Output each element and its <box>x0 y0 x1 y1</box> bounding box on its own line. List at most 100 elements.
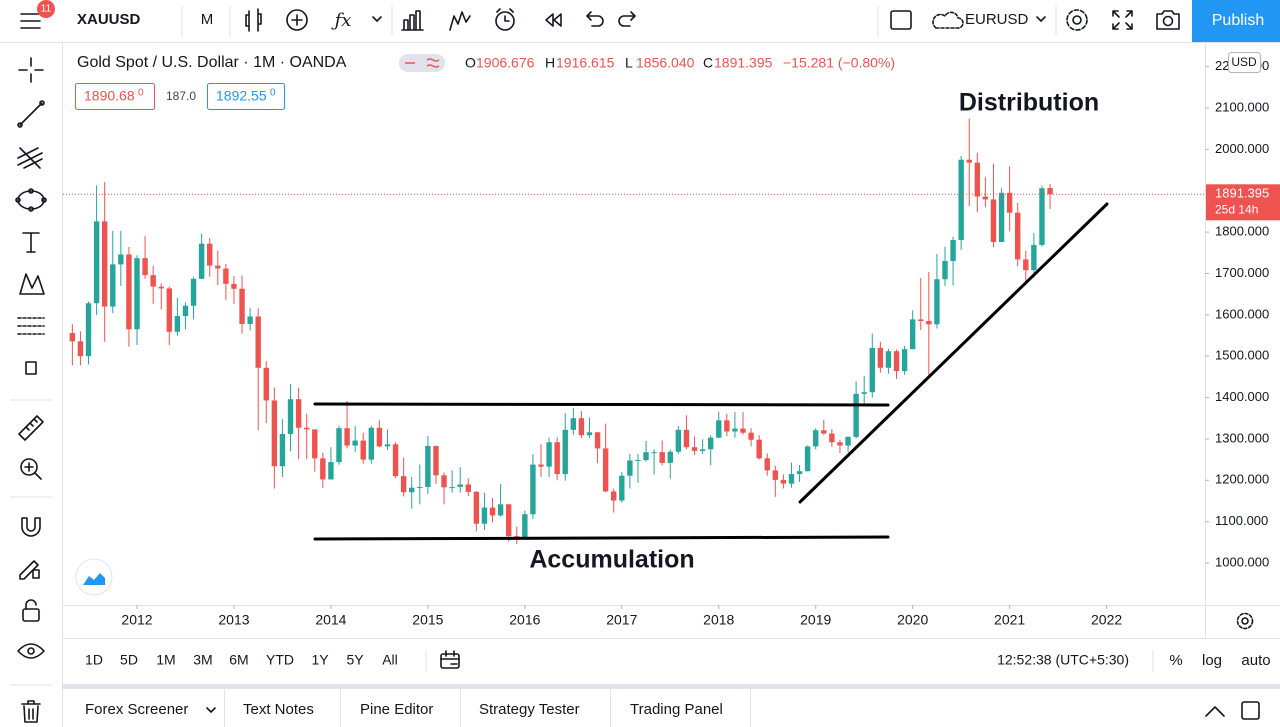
remove-tool[interactable] <box>21 700 41 723</box>
scale-option[interactable]: log <box>1202 652 1222 669</box>
shape-tool[interactable] <box>17 190 45 210</box>
panel-tab[interactable]: Pine Editor <box>360 701 433 718</box>
icon-tool[interactable] <box>25 361 37 375</box>
undo-button[interactable] <box>586 11 604 27</box>
buy-button[interactable]: 1892.55 0 <box>207 83 285 110</box>
redo-button[interactable] <box>618 11 636 27</box>
snapshot-button[interactable] <box>1156 10 1180 30</box>
panel-tab[interactable]: Strategy Tester <box>479 701 580 718</box>
goto-date-button[interactable] <box>440 653 460 669</box>
trendline-tool[interactable] <box>19 102 43 126</box>
scale-option[interactable]: % <box>1169 652 1182 669</box>
lock-drawings-tool[interactable] <box>19 560 40 580</box>
icon-tool[interactable] <box>25 361 37 375</box>
alert-button[interactable] <box>496 8 514 22</box>
templates-button[interactable] <box>401 10 424 31</box>
sell-button[interactable] <box>75 83 155 110</box>
fullscreen-button[interactable] <box>1112 10 1133 30</box>
save-cloud[interactable] <box>932 11 964 29</box>
sell-button[interactable]: 1890.68 0 <box>75 83 155 110</box>
bar-replay-icon[interactable] <box>449 11 471 31</box>
maximize-panel[interactable] <box>1241 701 1260 720</box>
measure-tool[interactable] <box>18 415 44 441</box>
magnet-tool[interactable] <box>21 517 41 537</box>
range-button[interactable]: 1Y <box>311 652 329 668</box>
save-cloud[interactable] <box>932 11 964 29</box>
crosshair-tool[interactable] <box>18 57 44 83</box>
collapse-panel[interactable] <box>1205 706 1225 717</box>
lock-tool[interactable] <box>22 599 40 622</box>
fullscreen-button[interactable] <box>1112 10 1133 30</box>
layout-menu[interactable] <box>1036 16 1046 22</box>
range-button[interactable]: 6M <box>229 652 248 668</box>
lock-tool[interactable] <box>25 599 37 610</box>
panel-tab[interactable]: Forex Screener <box>85 701 188 718</box>
symbol-search[interactable]: XAUUSD <box>77 11 141 28</box>
tradingview-logo[interactable] <box>75 558 113 596</box>
tradingview-logo[interactable] <box>83 573 105 585</box>
menu-button[interactable]: 11 <box>20 0 55 29</box>
chart-settings-button[interactable] <box>1241 617 1249 625</box>
settings-button[interactable] <box>1066 9 1088 31</box>
visibility-tool[interactable] <box>27 647 35 655</box>
publish-button[interactable] <box>1192 0 1280 42</box>
range-button[interactable]: YTD <box>266 652 294 668</box>
tradingview-logo[interactable] <box>75 558 113 596</box>
snapshot-button[interactable] <box>1156 10 1180 30</box>
compare-button[interactable] <box>286 9 308 31</box>
prediction-tool[interactable] <box>17 317 45 335</box>
panel-tab[interactable]: Text Notes <box>243 701 314 718</box>
templates-button[interactable] <box>401 10 424 31</box>
range-button[interactable]: All <box>382 652 398 668</box>
visibility-tool[interactable] <box>17 643 45 659</box>
snapshot-button[interactable] <box>1162 15 1174 27</box>
range-button[interactable]: 5Y <box>346 652 364 668</box>
text-tool[interactable] <box>22 232 40 253</box>
prediction-tool[interactable] <box>17 317 45 335</box>
interval-button[interactable]: M <box>201 11 214 28</box>
pattern-tool[interactable] <box>19 273 45 295</box>
compare-button[interactable] <box>291 14 303 26</box>
indicators-button[interactable] <box>372 16 382 22</box>
fib-tool[interactable] <box>17 147 43 169</box>
trendline-tool[interactable] <box>17 100 45 128</box>
layout-name[interactable]: EURUSD <box>965 11 1029 28</box>
shape-tool[interactable] <box>41 197 47 203</box>
visibility-tool[interactable] <box>17 643 45 659</box>
alert-button[interactable] <box>495 8 515 31</box>
publish-button[interactable]: Publish <box>1192 0 1280 42</box>
replay-button[interactable] <box>545 13 562 27</box>
zoom-tool[interactable] <box>20 458 42 480</box>
alert-button[interactable] <box>495 11 515 31</box>
settings-button[interactable] <box>1072 15 1082 25</box>
goto-date-button[interactable] <box>440 650 460 665</box>
clock[interactable]: 12:52:38 (UTC+5:30) <box>997 652 1129 668</box>
menu-button[interactable] <box>37 0 55 18</box>
trendline-tool[interactable] <box>17 122 23 128</box>
settings-button[interactable] <box>1066 9 1088 31</box>
lock-drawings-tool[interactable] <box>19 560 40 580</box>
zoom-tool[interactable] <box>20 458 38 476</box>
bar-replay-icon[interactable] <box>449 11 471 31</box>
magnet-tool[interactable] <box>21 517 41 537</box>
shape-tool[interactable] <box>28 206 34 212</box>
chart-settings-button[interactable] <box>1236 612 1254 630</box>
redo-button[interactable] <box>618 11 636 27</box>
axis-currency[interactable]: USD <box>1228 52 1261 73</box>
panel-tab[interactable]: Trading Panel <box>630 701 723 718</box>
range-button[interactable]: 1M <box>156 652 175 668</box>
layout-button[interactable] <box>890 10 912 30</box>
pattern-tool[interactable] <box>19 273 45 295</box>
axis-currency[interactable] <box>1228 52 1261 73</box>
zoom-tool[interactable] <box>24 462 42 480</box>
lock-tool[interactable] <box>22 608 40 622</box>
goto-date-button[interactable] <box>440 650 460 669</box>
range-button[interactable]: 5D <box>120 652 138 668</box>
compare-button[interactable] <box>286 9 308 31</box>
undo-button[interactable] <box>586 11 604 27</box>
range-button[interactable]: 1D <box>85 652 103 668</box>
legend-toggle[interactable] <box>399 54 445 72</box>
buy-button[interactable] <box>207 83 285 110</box>
remove-tool[interactable] <box>21 700 41 723</box>
chart-type-button[interactable] <box>245 8 262 32</box>
